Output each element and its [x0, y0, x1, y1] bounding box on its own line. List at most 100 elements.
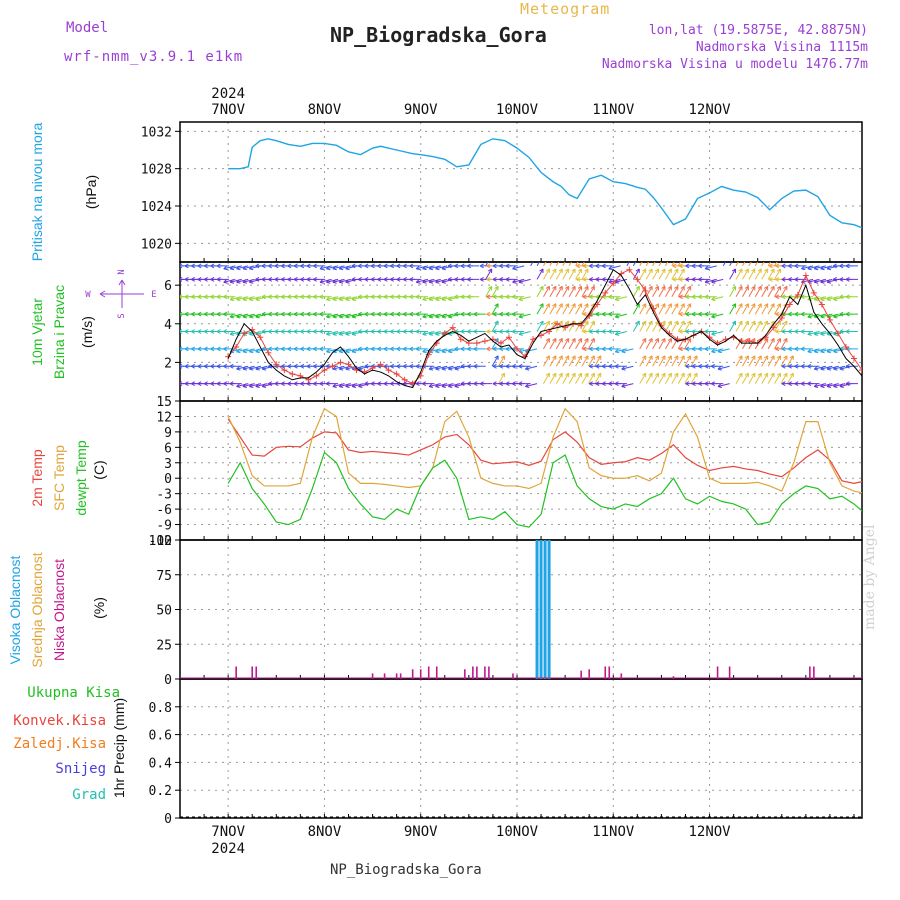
wind-arrow-head [230, 316, 235, 319]
wind-arrow-head [441, 351, 446, 354]
wind-arrow-head [383, 329, 388, 332]
wind-arrow-head [595, 263, 600, 267]
wind-arrow-head [505, 365, 510, 369]
wind-arrow-head [492, 383, 497, 386]
wind-arrow-head [685, 348, 690, 352]
wind-arrow-head [473, 365, 478, 369]
wind-arrow-head [249, 368, 254, 371]
low-cloud-bar [427, 666, 430, 679]
wind-arrow-head [486, 348, 491, 352]
wind-arrow-head [781, 263, 786, 267]
wind-arrow-head [377, 346, 382, 350]
wind-arrow-head [595, 363, 600, 367]
wind-arrow-head [499, 313, 504, 317]
y-tick-label: 0 [164, 472, 172, 487]
wind-arrow-head [582, 296, 587, 300]
wind-arrow-head [582, 313, 587, 317]
wind-arrow-head [800, 348, 805, 352]
wind-arrow-head [184, 311, 189, 315]
wind-arrow-head [172, 295, 176, 297]
wind-arrow-head [539, 268, 544, 272]
wind-arrow-head [807, 348, 812, 353]
wind-arrow-head [726, 255, 729, 257]
wind-arrow [652, 320, 659, 332]
wind-arrow-head [571, 355, 576, 359]
compass-e-label: E [151, 290, 156, 300]
wind-arrow-head [608, 383, 613, 386]
wind-arrow-head [396, 329, 401, 332]
wind-arrow-head [383, 363, 388, 367]
wind-arrow-head [319, 381, 324, 385]
wind-arrow-head [229, 331, 234, 335]
wind-arrow-head [210, 348, 215, 352]
wind-arrow-head [661, 268, 666, 272]
y-tick-label: 3 [164, 457, 172, 472]
wind-arrow [555, 262, 560, 267]
wind-arrow-head [396, 296, 401, 300]
wind-speed-marker [778, 314, 785, 321]
wind-arrow-head [332, 265, 337, 270]
wind-arrow-head [332, 281, 337, 284]
wind-arrow-head [293, 365, 298, 369]
temp-sfc-title: SFC Temp [51, 445, 67, 511]
wind-arrow [581, 372, 589, 384]
wind-speed-marker [513, 345, 520, 352]
wind-arrow-head [249, 366, 253, 370]
wind-arrow-head [345, 281, 350, 284]
wind-arrow-head [820, 331, 824, 335]
wind-arrow-head [351, 331, 356, 335]
wind-arrow-head [833, 296, 837, 300]
wind-arrow-head [255, 277, 260, 280]
wind-arrow-head [731, 268, 736, 272]
wind-arrow [345, 313, 358, 318]
wind-arrow-head [409, 294, 414, 298]
wind-arrow-head [390, 381, 394, 385]
wind-arrow-head [668, 255, 671, 257]
wind-arrow-head [518, 281, 523, 284]
wind-arrow-head [654, 303, 659, 307]
wind-arrow-head [357, 278, 362, 282]
wind-arrow-head [377, 296, 382, 300]
wind-arrow-head [545, 320, 550, 324]
wind-arrow-head [370, 265, 375, 269]
wind-arrow-head [783, 372, 788, 376]
wind-arrow [754, 320, 762, 332]
wind-arrow-head [229, 383, 234, 386]
wind-arrow-head [588, 365, 593, 369]
wind-arrow-head [680, 285, 685, 289]
wind-arrow-head [364, 331, 369, 334]
wind-arrow [345, 348, 358, 353]
wind-arrow-head [833, 383, 837, 387]
wind-arrow-head [210, 296, 215, 300]
wind-arrow [717, 365, 730, 370]
wind-arrow-head [775, 265, 780, 269]
wind-arrow-head [757, 320, 762, 324]
x-tick-label-bottom: 12NOV [688, 824, 731, 840]
wind-arrow-head [621, 366, 625, 370]
wind-arrow-head [794, 365, 799, 369]
y-tick-label: 0.2 [149, 784, 172, 799]
wind-arrow [339, 265, 352, 270]
wind-arrow-head [249, 296, 253, 300]
wind-arrow-head [787, 263, 792, 267]
wind-arrow [774, 303, 781, 315]
wind-arrow-head [807, 383, 812, 386]
wind-arrow-head [525, 366, 529, 370]
wind-arrow [671, 320, 679, 332]
y-tick-label: -9 [156, 519, 172, 534]
wind-arrow-head [781, 277, 786, 280]
wind-arrow [774, 262, 778, 267]
wind-arrow-head [319, 329, 324, 332]
wind-arrow-head [216, 265, 221, 269]
wind-arrow [748, 303, 756, 315]
wind-arrow-head [210, 294, 215, 298]
wind-speed-marker [425, 351, 432, 358]
wind-arrow-head [691, 381, 696, 385]
wind-arrow [748, 338, 756, 350]
wind-arrow-head [191, 381, 196, 385]
wind-arrow-head [287, 383, 292, 386]
wind-arrow-head [312, 329, 317, 332]
wind-arrow [441, 296, 454, 301]
wind-arrow [543, 303, 550, 315]
wind-arrow-head [357, 265, 362, 269]
